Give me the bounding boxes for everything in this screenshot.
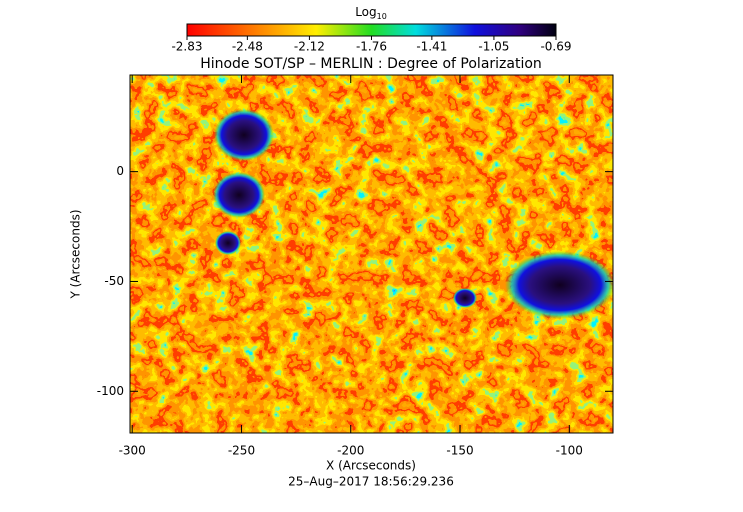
x-tick-label: -100 [556,444,583,458]
colorbar-tick-label: -2.48 [232,40,263,54]
polarization-map [130,75,613,433]
x-tick-label: -300 [119,444,146,458]
colorbar-tick-label: -1.41 [416,40,447,54]
y-axis-label: Y (Arcseconds) [69,209,83,299]
footer-date: 25–Aug–2017 18:56:29.236 [288,475,454,489]
x-tick-label: -200 [337,444,364,458]
colorbar-label: Log10 [355,5,387,21]
y-tick-label: -50 [104,274,124,288]
colorbar-tick-label: -1.05 [478,40,509,54]
x-tick-label: -150 [446,444,473,458]
colorbar-tick-label: -2.83 [171,40,202,54]
y-tick-label: -100 [97,384,124,398]
plot-frame [129,74,614,434]
colorbar-tick-label: -2.12 [294,40,325,54]
x-tick-label: -250 [228,444,255,458]
colorbar [186,23,557,37]
colorbar-tick-label: -0.69 [540,40,571,54]
x-axis-label: X (Arcseconds) [326,459,416,473]
y-tick-label: 0 [116,164,124,178]
chart-title: Hinode SOT/SP – MERLIN : Degree of Polar… [200,56,542,72]
colorbar-tick-label: -1.76 [356,40,387,54]
